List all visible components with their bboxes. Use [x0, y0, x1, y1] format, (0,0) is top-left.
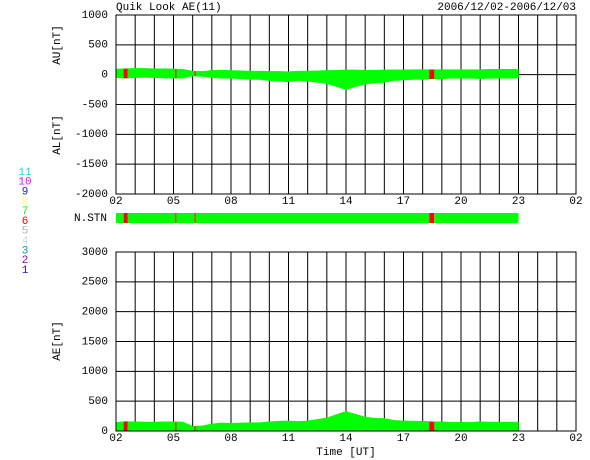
- area: [115, 68, 519, 75]
- x-tick-label: 14: [339, 433, 353, 445]
- y-tick-label: 1500: [82, 336, 108, 348]
- area: [115, 74, 519, 90]
- x-tick-label: 11: [282, 196, 296, 208]
- y-tick-label: 500: [88, 40, 108, 52]
- x-tick-label: 11: [282, 433, 296, 445]
- station-segment: [195, 213, 430, 223]
- legend-level: 10: [18, 177, 31, 189]
- x-tick-label: 02: [109, 196, 122, 208]
- y-tick-label: -2000: [75, 189, 108, 201]
- y-tick-label: -1500: [75, 159, 108, 171]
- station-segment: [116, 213, 124, 223]
- station-segment: [175, 213, 177, 223]
- legend-level: 11: [18, 167, 32, 179]
- station-segment: [176, 213, 195, 223]
- x-tick-label: 02: [109, 433, 122, 445]
- x-tick-label: 23: [512, 433, 525, 445]
- y-tick-label: 0: [101, 70, 108, 82]
- legend-level: 6: [22, 216, 29, 228]
- legend-level: 9: [22, 187, 29, 199]
- y-tick-label: -500: [82, 99, 108, 111]
- legend-level: 8: [22, 196, 29, 208]
- station-segment: [194, 213, 196, 223]
- x-tick-label: 17: [397, 196, 410, 208]
- plot-frame: [115, 14, 577, 195]
- chart-title: Quik Look AE(11): [116, 2, 222, 14]
- y-tick-label: 1000: [82, 366, 108, 378]
- legend-level: 7: [22, 206, 29, 218]
- y-tick-label: 2000: [82, 307, 108, 319]
- station-segment: [123, 213, 128, 223]
- x-tick-label: 02: [569, 433, 582, 445]
- x-tick-label: 02: [569, 196, 582, 208]
- x-tick-label: 20: [454, 433, 467, 445]
- date-range: 2006/12/02-2006/12/03: [437, 2, 576, 14]
- legend-level: 1: [22, 265, 29, 277]
- legend-level: 3: [22, 245, 29, 257]
- y-tick-label: 2500: [82, 277, 108, 289]
- station-segment: [434, 213, 519, 223]
- y-tick-label: -1000: [75, 129, 108, 141]
- y-tick-label: 3000: [82, 247, 108, 259]
- legend-level: 2: [22, 255, 29, 267]
- x-tick-label: 14: [339, 196, 353, 208]
- x-tick-label: 05: [167, 196, 180, 208]
- station-label: N.STN: [74, 213, 107, 225]
- x-tick-label: 08: [224, 196, 237, 208]
- y-axis-label: AE[nT]: [52, 321, 64, 361]
- y-tick-label: 1000: [82, 10, 108, 22]
- legend-level: 4: [22, 236, 29, 248]
- x-tick-label: 05: [167, 433, 180, 445]
- y-tick-label: 0: [101, 426, 108, 438]
- y-axis-label: AL[nT]: [52, 115, 64, 155]
- station-segment: [127, 213, 176, 223]
- y-tick-label: 500: [88, 396, 108, 408]
- x-tick-label: 23: [512, 196, 525, 208]
- legend-level: 5: [22, 226, 29, 238]
- x-tick-label: 08: [224, 433, 237, 445]
- x-tick-label: 17: [397, 433, 410, 445]
- area: [115, 411, 519, 432]
- x-axis-label: Time [UT]: [316, 447, 375, 459]
- y-axis-label: AU[nT]: [52, 25, 64, 65]
- plot-frame: [115, 251, 577, 432]
- station-segment: [429, 213, 435, 223]
- x-tick-label: 20: [454, 196, 467, 208]
